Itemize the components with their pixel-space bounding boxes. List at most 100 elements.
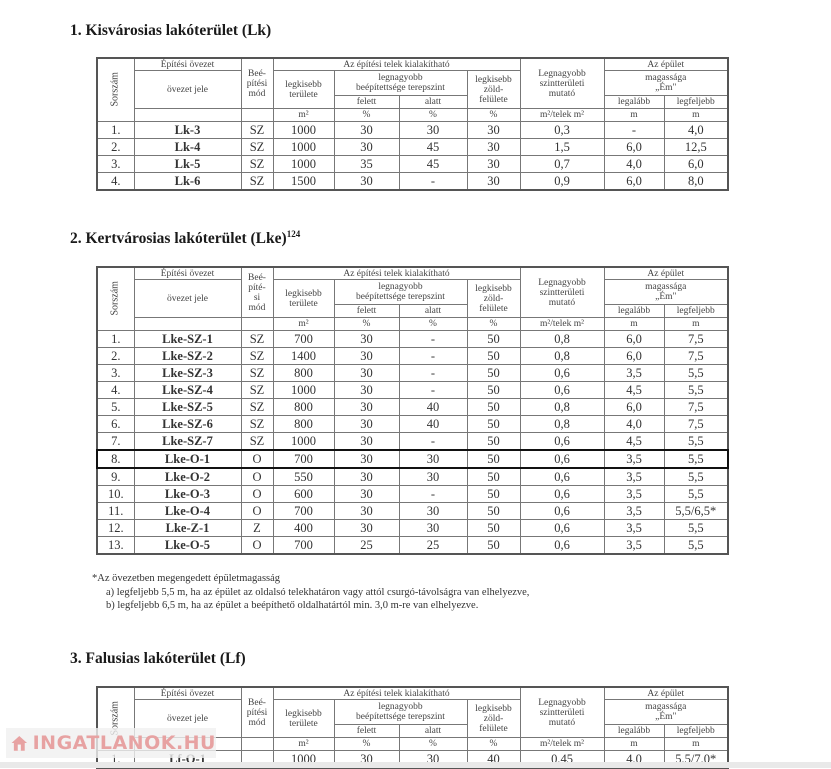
min-area: 1000 — [272, 138, 335, 156]
max-coverage-above: 30 — [333, 381, 400, 399]
header-cell: legnagyobb beépítettsége terepszint — [333, 279, 468, 305]
max-coverage-above: 30 — [333, 347, 400, 365]
zone-code: Lke-SZ-7 — [133, 432, 242, 451]
beepitesi-mod-header: Beé- pítési mód — [240, 686, 274, 738]
header-cell: felett — [333, 724, 400, 738]
header-cell: alatt — [398, 95, 468, 109]
min-green-area: 50 — [466, 381, 521, 399]
building-mode: SZ — [240, 155, 274, 173]
zone-code: Lk-3 — [133, 121, 242, 139]
row-number: 12. — [96, 519, 135, 537]
header-cell: legkisebb területe — [272, 699, 335, 738]
min-green-area: 50 — [466, 536, 521, 555]
max-height: 8,0 — [663, 172, 729, 191]
row-number: 1. — [96, 330, 135, 348]
max-coverage-below: 40 — [398, 415, 468, 433]
min-area: 550 — [272, 467, 335, 486]
table-row: 1. Lke-SZ-1 SZ 700 30-50 0,8 6,0 7,5 — [96, 330, 729, 348]
min-height: 4,5 — [603, 432, 665, 451]
header-cell: legkisebb területe — [272, 70, 335, 109]
max-height: 5,5 — [663, 519, 729, 537]
header-cell — [240, 737, 274, 751]
min-height: 4,5 — [603, 381, 665, 399]
row-number: 3. — [96, 155, 135, 173]
row-number: 4. — [96, 172, 135, 191]
zone-code: Lke-Z-1 — [133, 519, 242, 537]
building-mode: O — [240, 502, 274, 520]
min-green-area: 50 — [466, 347, 521, 365]
header-cell: Legnagyobb szintterületi mutató — [519, 266, 605, 318]
zone-code: Lke-SZ-1 — [133, 330, 242, 348]
min-green-area: 30 — [466, 172, 521, 191]
zone-code: Lk-5 — [133, 155, 242, 173]
max-height: 5,5 — [663, 381, 729, 399]
min-height: - — [603, 121, 665, 139]
min-area: 800 — [272, 415, 335, 433]
footnote-ref: 124 — [286, 229, 301, 239]
table-row: 4. Lke-SZ-4 SZ 1000 30-50 0,6 4,5 5,5 — [96, 381, 729, 399]
min-area: 600 — [272, 485, 335, 503]
building-mode: SZ — [240, 330, 274, 348]
max-height: 4,0 — [663, 121, 729, 139]
max-coverage-below: - — [398, 432, 468, 451]
header-cell: legfeljebb — [663, 304, 729, 318]
header-cell — [240, 317, 274, 331]
table-row: 7. Lke-SZ-7 SZ 1000 30-50 0,6 4,5 5,5 — [96, 432, 729, 451]
zone-code: Lke-SZ-2 — [133, 347, 242, 365]
header-cell: Építési övezet — [133, 57, 242, 71]
min-area: 700 — [272, 536, 335, 555]
max-coverage-below: - — [398, 347, 468, 365]
max-coverage-below: - — [398, 381, 468, 399]
min-height: 3,5 — [603, 449, 665, 469]
max-height: 7,5 — [663, 347, 729, 365]
max-coverage-below: 25 — [398, 536, 468, 555]
max-coverage-below: 30 — [398, 519, 468, 537]
max-floor-area-ratio: 0,3 — [519, 121, 605, 139]
max-floor-area-ratio: 0,6 — [519, 381, 605, 399]
min-green-area: 50 — [466, 432, 521, 451]
zone-code: Lke-O-3 — [133, 485, 242, 503]
max-floor-area-ratio: 0,8 — [519, 347, 605, 365]
zone-code: Lke-SZ-4 — [133, 381, 242, 399]
max-floor-area-ratio: 0,6 — [519, 467, 605, 486]
header-cell: magassága „Ém" — [603, 279, 729, 305]
row-number: 6. — [96, 415, 135, 433]
building-mode: SZ — [240, 398, 274, 416]
header-cell: m²/telek m² — [519, 737, 605, 751]
max-floor-area-ratio: 0,8 — [519, 398, 605, 416]
zone-code: Lke-SZ-5 — [133, 398, 242, 416]
building-mode: SZ — [240, 381, 274, 399]
max-height: 6,0 — [663, 155, 729, 173]
header-cell: m² — [272, 317, 335, 331]
house-icon — [11, 736, 28, 751]
min-area: 700 — [272, 449, 335, 469]
min-green-area: 50 — [466, 415, 521, 433]
max-height: 5,5 — [663, 536, 729, 555]
building-mode: SZ — [240, 347, 274, 365]
header-cell: % — [466, 317, 521, 331]
header-cell — [133, 317, 242, 331]
min-area: 1000 — [272, 381, 335, 399]
section-1-title: 1. Kisvárosias lakóterület (Lk) — [70, 22, 272, 39]
max-floor-area-ratio: 0,8 — [519, 330, 605, 348]
max-floor-area-ratio: 1,5 — [519, 138, 605, 156]
header-cell: m²/telek m² — [519, 108, 605, 122]
header-cell: m² — [272, 737, 335, 751]
bottom-scroll-bar[interactable] — [0, 762, 831, 768]
header-cell: legfeljebb — [663, 724, 729, 738]
max-height: 5,5 — [663, 485, 729, 503]
min-height: 3,5 — [603, 536, 665, 555]
max-floor-area-ratio: 0,8 — [519, 415, 605, 433]
min-area: 1000 — [272, 121, 335, 139]
max-floor-area-ratio: 0,6 — [519, 485, 605, 503]
header-cell: Legnagyobb szintterületi mutató — [519, 686, 605, 738]
building-mode: O — [240, 449, 274, 469]
max-floor-area-ratio: 0,6 — [519, 432, 605, 451]
table-row: 8. Lke-O-1 O 700 30 30 50 0,6 3,5 5,5 — [96, 449, 730, 469]
zone-code: Lke-SZ-3 — [133, 364, 242, 382]
table-row: 6. Lke-SZ-6 SZ 800 30 40 50 0,8 4,0 7,5 — [96, 415, 729, 433]
min-area: 800 — [272, 398, 335, 416]
min-area: 1500 — [272, 172, 335, 191]
max-coverage-above: 30 — [333, 519, 400, 537]
max-coverage-below: 45 — [398, 138, 468, 156]
